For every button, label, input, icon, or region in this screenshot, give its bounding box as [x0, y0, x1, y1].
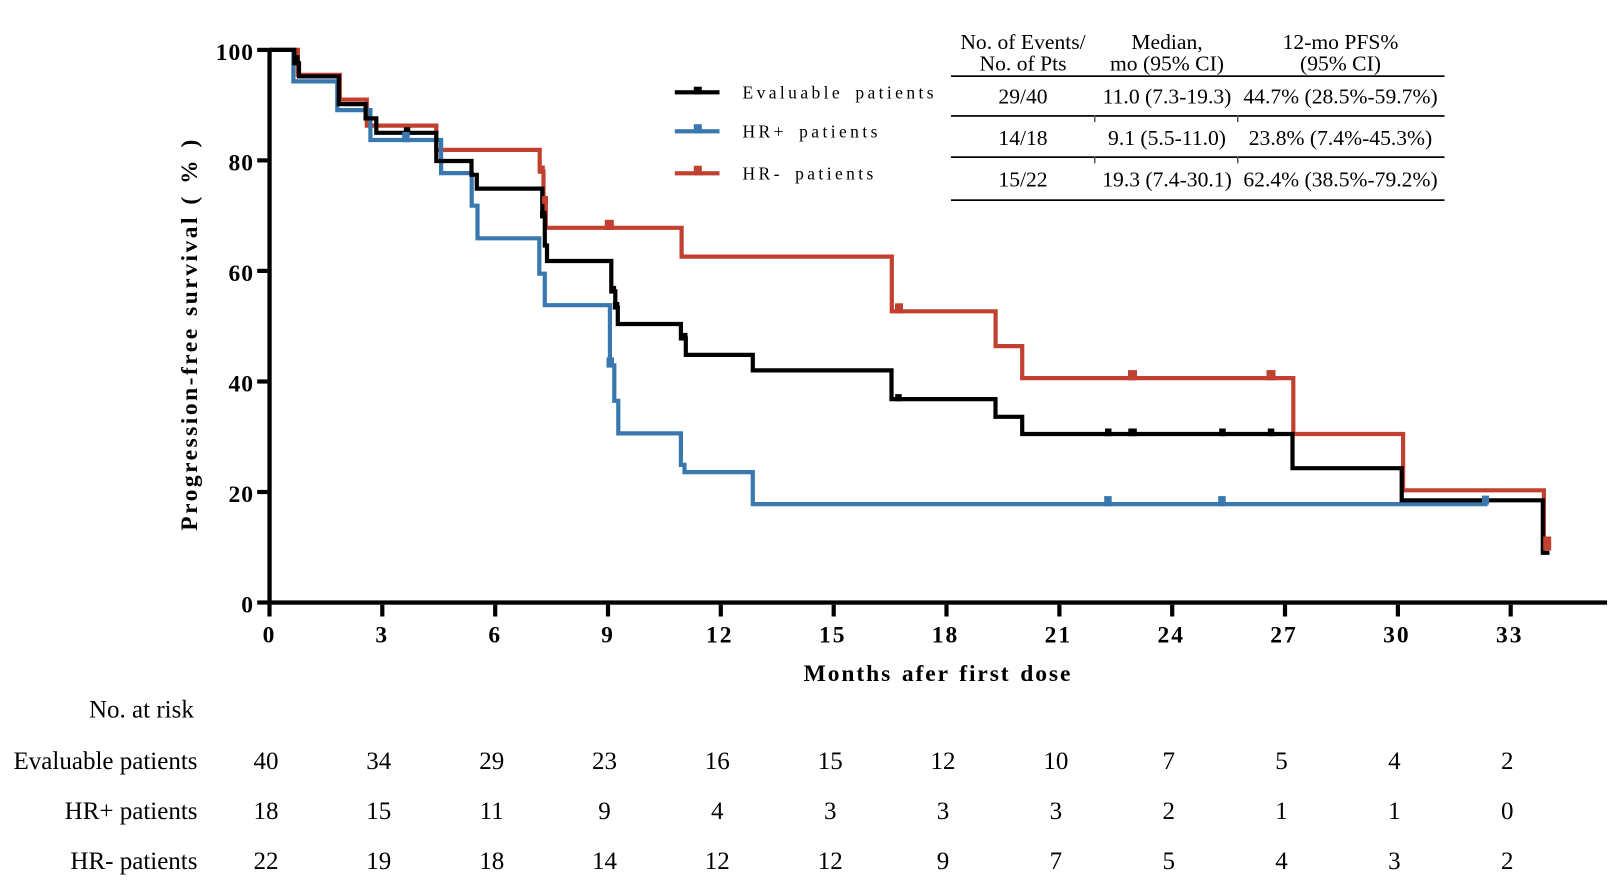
- svg-text:(95% CI): (95% CI): [1300, 52, 1381, 76]
- svg-text:3: 3: [375, 623, 389, 649]
- svg-text:12: 12: [706, 623, 734, 649]
- svg-text:4: 4: [1388, 748, 1401, 775]
- svg-text:4: 4: [711, 798, 724, 825]
- svg-text:16: 16: [705, 748, 730, 775]
- svg-text:44.7% (28.5%-59.7%): 44.7% (28.5%-59.7%): [1243, 85, 1437, 109]
- svg-text:18: 18: [479, 848, 504, 875]
- svg-text:11.0 (7.3-19.3): 11.0 (7.3-19.3): [1103, 85, 1232, 109]
- svg-text:12: 12: [705, 848, 730, 875]
- svg-text:100: 100: [216, 40, 254, 66]
- svg-text:22: 22: [254, 848, 279, 875]
- svg-text:23: 23: [592, 748, 617, 775]
- svg-text:15: 15: [366, 798, 391, 825]
- svg-text:3: 3: [824, 798, 837, 825]
- svg-text:2: 2: [1501, 748, 1514, 775]
- svg-text:24: 24: [1157, 623, 1185, 649]
- svg-text:80: 80: [229, 150, 255, 176]
- svg-text:Evaluable patients: Evaluable patients: [743, 83, 937, 103]
- svg-text:Months afer first dose: Months afer first dose: [804, 661, 1073, 687]
- svg-text:40: 40: [254, 748, 279, 775]
- svg-text:7: 7: [1050, 848, 1063, 875]
- svg-text:9: 9: [937, 848, 950, 875]
- svg-text:62.4% (38.5%-79.2%): 62.4% (38.5%-79.2%): [1243, 168, 1437, 192]
- svg-text:12-mo PFS%: 12-mo PFS%: [1283, 30, 1399, 54]
- svg-text:HR+ patients: HR+ patients: [65, 798, 198, 825]
- svg-text:19: 19: [366, 848, 391, 875]
- svg-text:7: 7: [1162, 748, 1175, 775]
- svg-text:9: 9: [598, 798, 611, 825]
- svg-text:5: 5: [1275, 748, 1288, 775]
- svg-text:18: 18: [254, 798, 279, 825]
- svg-text:40: 40: [229, 372, 255, 398]
- svg-text:No. of Events/: No. of Events/: [960, 30, 1085, 54]
- svg-text:15: 15: [819, 623, 847, 649]
- svg-text:HR- patients: HR- patients: [743, 164, 877, 184]
- svg-text:0: 0: [263, 623, 277, 649]
- svg-text:Progression-free survival ( %: Progression-free survival ( % ): [177, 137, 203, 531]
- svg-text:34: 34: [366, 748, 392, 775]
- svg-text:29/40: 29/40: [998, 85, 1047, 109]
- svg-text:HR- patients: HR- patients: [70, 848, 197, 875]
- svg-text:14: 14: [592, 848, 618, 875]
- svg-text:2: 2: [1162, 798, 1175, 825]
- svg-text:1: 1: [1275, 798, 1288, 825]
- svg-text:15: 15: [818, 748, 843, 775]
- svg-text:HR+ patients: HR+ patients: [743, 122, 881, 142]
- svg-text:Evaluable patients: Evaluable patients: [14, 748, 198, 775]
- svg-text:27: 27: [1270, 623, 1298, 649]
- svg-text:mo (95% CI): mo (95% CI): [1110, 52, 1224, 76]
- svg-text:10: 10: [1043, 748, 1068, 775]
- svg-text:6: 6: [488, 623, 502, 649]
- svg-text:60: 60: [229, 261, 255, 287]
- svg-text:5: 5: [1162, 848, 1175, 875]
- svg-text:33: 33: [1496, 623, 1524, 649]
- svg-text:4: 4: [1275, 848, 1288, 875]
- svg-text:15/22: 15/22: [998, 168, 1047, 192]
- svg-text:12: 12: [931, 748, 956, 775]
- svg-text:29: 29: [479, 748, 504, 775]
- svg-text:0: 0: [241, 593, 254, 619]
- svg-text:23.8% (7.4%-45.3%): 23.8% (7.4%-45.3%): [1249, 126, 1433, 150]
- svg-text:2: 2: [1501, 848, 1514, 875]
- svg-text:No. of Pts: No. of Pts: [980, 52, 1067, 76]
- svg-text:21: 21: [1045, 623, 1073, 649]
- svg-text:Median,: Median,: [1131, 30, 1202, 54]
- svg-text:19.3 (7.4-30.1): 19.3 (7.4-30.1): [1102, 168, 1232, 192]
- svg-text:30: 30: [1383, 623, 1411, 649]
- svg-text:0: 0: [1501, 798, 1514, 825]
- svg-text:14/18: 14/18: [998, 126, 1047, 150]
- svg-text:3: 3: [937, 798, 950, 825]
- svg-text:11: 11: [480, 798, 504, 825]
- svg-text:18: 18: [932, 623, 960, 649]
- svg-text:12: 12: [818, 848, 843, 875]
- svg-text:1: 1: [1388, 798, 1401, 825]
- svg-text:3: 3: [1388, 848, 1401, 875]
- svg-text:3: 3: [1050, 798, 1063, 825]
- svg-text:20: 20: [229, 482, 255, 508]
- svg-text:9: 9: [601, 623, 615, 649]
- svg-text:No. at risk: No. at risk: [89, 697, 194, 724]
- svg-text:9.1 (5.5-11.0): 9.1 (5.5-11.0): [1108, 126, 1226, 150]
